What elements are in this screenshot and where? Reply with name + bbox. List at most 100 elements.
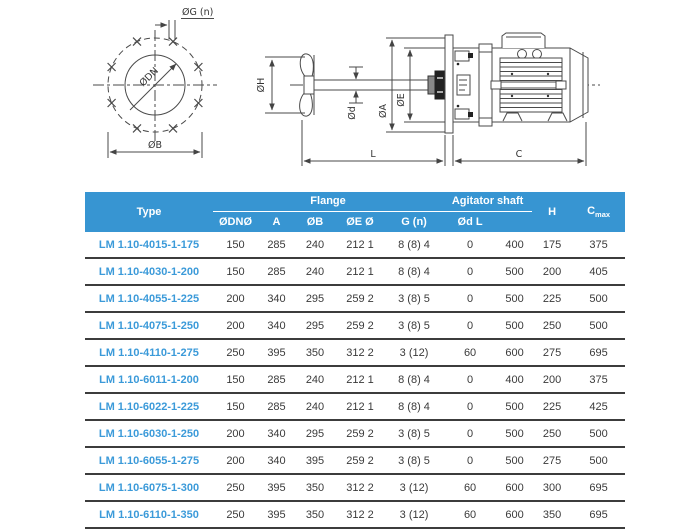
spec-table: Type Flange Agitator shaft H Cmax ØDNØ A…: [85, 192, 626, 529]
odn-dimension-arrow: [129, 63, 177, 111]
value-cell: 212 1: [335, 366, 385, 394]
cmax-subscript: max: [595, 209, 611, 219]
col-header-h: H: [532, 192, 573, 232]
value-cell: 3 (8) 5: [385, 447, 444, 475]
type-cell: LM 1.10-6075-1-300: [85, 474, 213, 502]
value-cell: 8 (8) 4: [385, 232, 444, 259]
value-cell: 500: [497, 393, 533, 421]
value-cell: 250: [213, 339, 258, 367]
ob-dimension: [107, 132, 203, 158]
value-cell: 350: [532, 501, 573, 529]
value-cell: 259 2: [335, 285, 385, 313]
value-cell: 375: [572, 366, 626, 394]
value-cell: 300: [532, 474, 573, 502]
group-header-agitator-shaft: Agitator shaft: [443, 192, 533, 212]
value-cell: 295: [295, 285, 335, 313]
value-cell: 275: [532, 447, 573, 475]
value-cell: 240: [295, 232, 335, 259]
value-cell: 340: [258, 312, 295, 340]
oa-label: ØA: [378, 104, 389, 118]
value-cell: 500: [572, 420, 626, 448]
value-cell: 285: [258, 232, 295, 259]
value-cell: 425: [572, 393, 626, 421]
value-cell: 200: [532, 366, 573, 394]
value-cell: 212 1: [335, 232, 385, 259]
og-dimension: [155, 18, 214, 39]
value-cell: 312 2: [335, 501, 385, 529]
bolt-hole-marks: [107, 37, 203, 133]
value-cell: 500: [497, 312, 533, 340]
value-cell: 8 (8) 4: [385, 258, 444, 286]
terminal-box: [501, 32, 546, 48]
value-cell: 400: [497, 366, 533, 394]
value-cell: 600: [497, 474, 533, 502]
value-cell: 240: [295, 393, 335, 421]
tie-rod: [490, 80, 567, 90]
value-cell: 200: [532, 258, 573, 286]
value-cell: 0: [443, 393, 498, 421]
lantern-bracket: [452, 47, 480, 123]
value-cell: 695: [572, 501, 626, 529]
value-cell: 350: [295, 501, 335, 529]
value-cell: 259 2: [335, 420, 385, 448]
value-cell: 0: [443, 420, 498, 448]
value-cell: 3 (8) 5: [385, 312, 444, 340]
table-header: Type Flange Agitator shaft H Cmax ØDNØ A…: [85, 192, 626, 232]
value-cell: 200: [213, 285, 258, 313]
og-label: ØG (n): [182, 7, 213, 18]
col-header-a: A: [258, 211, 295, 232]
value-cell: 8 (8) 4: [385, 366, 444, 394]
value-cell: 285: [258, 258, 295, 286]
value-cell: 250: [532, 312, 573, 340]
value-cell: 375: [572, 232, 626, 259]
value-cell: 500: [497, 258, 533, 286]
l-label: L: [370, 149, 376, 160]
type-cell: LM 1.10-4075-1-250: [85, 312, 213, 340]
value-cell: 150: [213, 232, 258, 259]
oe-label: ØE: [396, 93, 407, 106]
value-cell: 200: [213, 312, 258, 340]
value-cell: 240: [295, 366, 335, 394]
value-cell: 212 1: [335, 258, 385, 286]
col-header-odn: ØDNØ: [213, 211, 258, 232]
value-cell: 500: [497, 447, 533, 475]
value-cell: 405: [572, 258, 626, 286]
type-cell: LM 1.10-4110-1-275: [85, 339, 213, 367]
col-header-cmax: Cmax: [572, 192, 626, 232]
value-cell: 500: [572, 285, 626, 313]
value-cell: 275: [532, 339, 573, 367]
col-header-blank: [497, 211, 533, 232]
col-header-type: Type: [85, 192, 213, 232]
motor: [478, 32, 589, 127]
l-dimension: [301, 120, 446, 166]
value-cell: 500: [572, 447, 626, 475]
value-cell: 312 2: [335, 474, 385, 502]
type-cell: LM 1.10-6110-1-350: [85, 501, 213, 529]
value-cell: 212 1: [335, 393, 385, 421]
col-header-od-l: Ød L: [443, 211, 498, 232]
value-cell: 3 (8) 5: [385, 420, 444, 448]
lifting-eye: [517, 49, 527, 59]
value-cell: 150: [213, 393, 258, 421]
type-cell: LM 1.10-6011-1-200: [85, 366, 213, 394]
value-cell: 250: [213, 474, 258, 502]
technical-drawing: ØG (n) ØDN ØB: [93, 7, 600, 166]
value-cell: 250: [213, 501, 258, 529]
c-label: C: [516, 149, 523, 160]
value-cell: 60: [443, 339, 498, 367]
value-cell: 200: [213, 447, 258, 475]
ob-label: ØB: [148, 140, 162, 151]
value-cell: 0: [443, 366, 498, 394]
value-cell: 259 2: [335, 312, 385, 340]
type-cell: LM 1.10-4055-1-225: [85, 285, 213, 313]
mechanical-seal: [427, 70, 446, 100]
value-cell: 3 (8) 5: [385, 285, 444, 313]
col-header-ob: ØB: [295, 211, 335, 232]
